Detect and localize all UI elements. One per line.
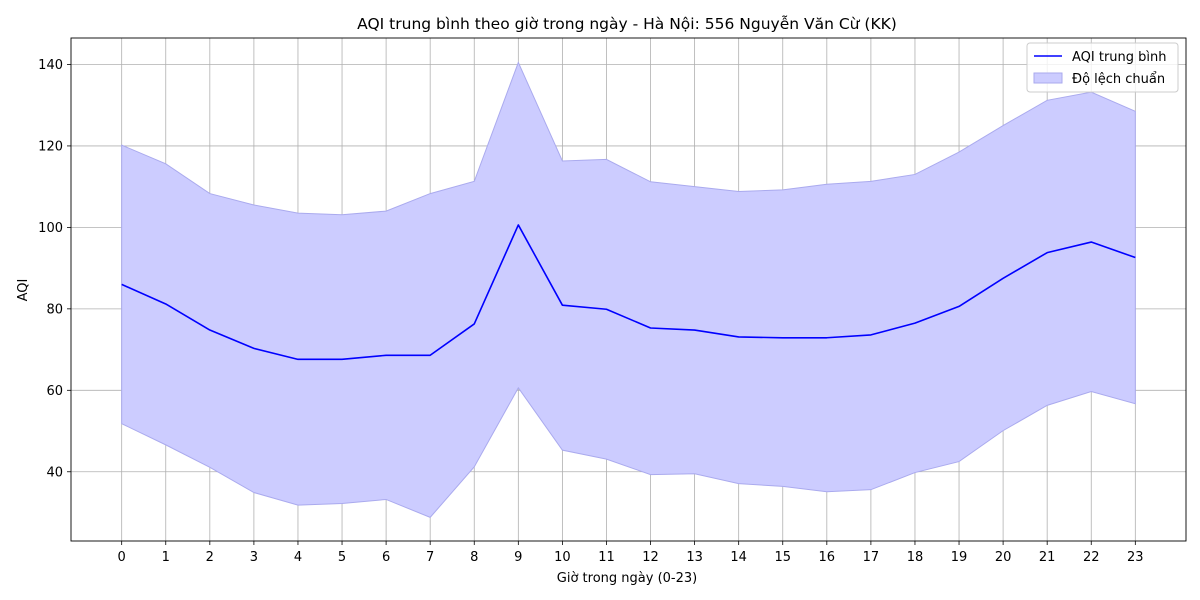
x-tick-label: 11 [598,550,615,565]
x-tick-label: 3 [250,550,258,565]
chart-title: AQI trung bình theo giờ trong ngày - Hà … [357,15,897,33]
x-tick-label: 22 [1083,550,1100,565]
x-tick-label: 20 [995,550,1012,565]
x-tick-label: 14 [730,550,747,565]
x-tick-label: 5 [338,550,346,565]
y-tick-label: 140 [38,58,63,73]
x-tick-label: 18 [907,550,924,565]
x-tick-label: 4 [294,550,302,565]
y-tick-label: 60 [46,384,63,399]
x-tick-label: 23 [1127,550,1144,565]
x-tick-label: 2 [206,550,214,565]
legend: AQI trung bình Độ lệch chuẩn [1026,42,1179,93]
mean-line-layer [121,224,1136,361]
x-tick-label: 16 [819,550,836,565]
x-tick-label: 1 [162,550,170,565]
x-tick-label: 21 [1039,550,1056,565]
x-tick-label: 0 [118,550,126,565]
y-tick-label: 80 [46,302,63,317]
y-axis-ticks: 40 60 80 100 120 140 [38,58,71,480]
x-tick-label: 7 [426,550,434,565]
legend-band-swatch [1033,72,1063,84]
x-axis-ticks: 0 1 2 3 4 5 6 7 8 9 10 11 12 13 14 15 16 17 18 19 20 21 22 23 [118,541,1144,565]
std-band-layer [121,61,1136,518]
x-tick-label: 12 [642,550,659,565]
plot-frame [70,37,1187,542]
y-tick-label: 120 [38,139,63,154]
legend-label-std: Độ lệch chuẩn [1072,72,1165,87]
x-tick-label: 19 [951,550,968,565]
x-tick-label: 15 [774,550,791,565]
y-tick-label: 40 [46,465,63,480]
mean-aqi-line [121,224,1136,361]
legend-label-mean: AQI trung bình [1072,50,1167,65]
x-tick-label: 10 [554,550,571,565]
std-deviation-band [121,61,1136,518]
plot-area: 0 1 2 3 4 5 6 7 8 9 10 11 12 13 14 15 16 17 18 19 20 21 22 23 4… [38,37,1187,565]
y-tick-label: 100 [38,221,63,236]
x-tick-label: 9 [514,550,522,565]
legend-box [1026,42,1179,93]
x-tick-label: 6 [382,550,390,565]
x-tick-label: 17 [863,550,880,565]
x-axis-label: Giờ trong ngày (0-23) [557,571,697,586]
x-tick-label: 13 [686,550,703,565]
x-tick-label: 8 [470,550,478,565]
y-axis-label: AQI [16,279,31,302]
